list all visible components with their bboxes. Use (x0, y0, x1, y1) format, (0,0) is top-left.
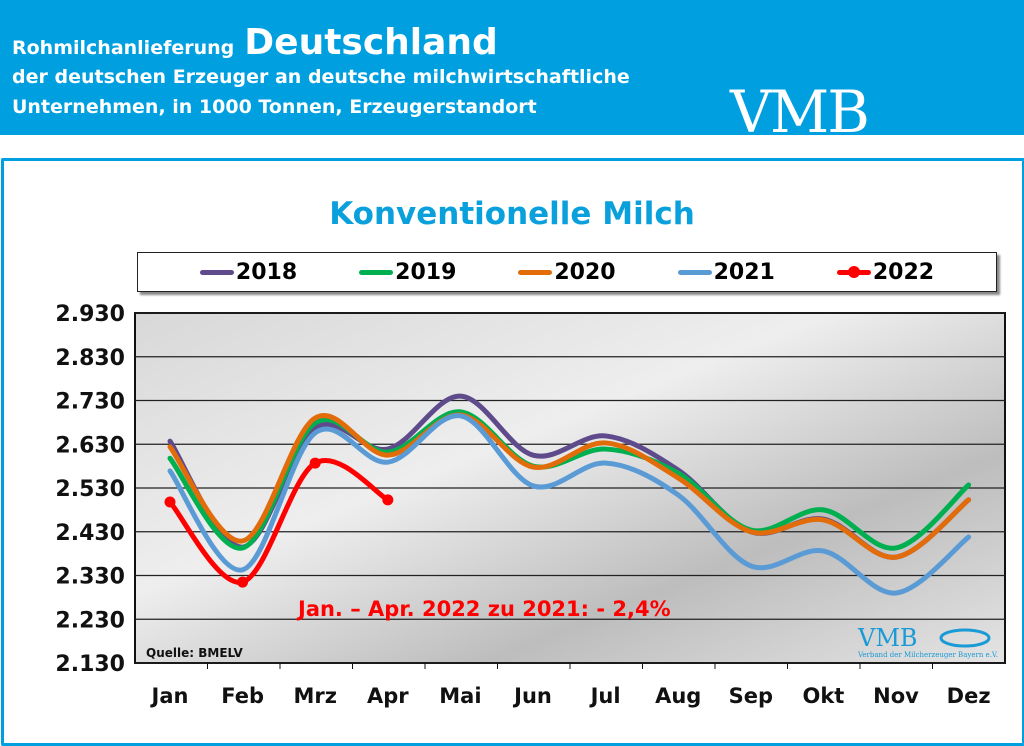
data-point-2022 (309, 457, 321, 469)
legend-swatch (359, 269, 394, 275)
legend-label: 2018 (235, 259, 298, 285)
header-line3: Unternehmen, in 1000 Tonnen, Erzeugersta… (12, 96, 537, 118)
legend: 2018 2019 2020 2021 2022 (137, 252, 997, 292)
legend-swatch (199, 269, 234, 275)
series-line-2020 (167, 412, 972, 560)
y-tick-label: 2.530 (55, 477, 125, 502)
legend-swatch (836, 265, 871, 278)
data-point-2022 (164, 496, 176, 508)
legend-label: 2021 (713, 259, 775, 285)
y-tick-label: 2.630 (55, 433, 125, 458)
legend-item-2018: 2018 (199, 259, 298, 285)
legend-swatch (518, 269, 553, 275)
legend-label: 2022 (872, 259, 935, 285)
x-tick-label: Mai (439, 684, 481, 708)
vmb-logo: VMB (730, 78, 870, 146)
y-tick-label: 2.930 (55, 302, 125, 327)
y-tick-label: 2.130 (55, 652, 125, 677)
watermark-subtitle: Verband der Milcherzeuger Bayern e.V. (857, 651, 998, 659)
legend-label: 2019 (395, 259, 457, 285)
y-tick-label: 2.730 (55, 390, 125, 415)
y-tick-label: 2.330 (55, 565, 125, 590)
x-tick-label: Okt (802, 684, 844, 708)
x-tick-label: Apr (367, 684, 409, 708)
x-tick-label: Jul (589, 684, 621, 708)
data-point-2022 (382, 494, 394, 506)
source-label: Quelle: BMELV (146, 646, 244, 660)
header-title: Rohmilchanlieferung Deutschland (12, 22, 498, 63)
legend-label: 2020 (554, 259, 616, 285)
x-tick-label: Jan (150, 684, 189, 708)
header-line1: Rohmilchanlieferung (12, 37, 235, 59)
x-tick-label: Aug (655, 684, 701, 708)
y-tick-label: 2.830 (55, 346, 125, 371)
watermark-logo-icon (939, 628, 991, 648)
series-line-2022 (167, 458, 391, 585)
data-point-2022 (237, 576, 249, 588)
legend-item-2019: 2019 (359, 260, 456, 285)
legend-item-2021: 2021 (677, 259, 775, 285)
x-tick-label: Dez (947, 684, 991, 708)
header-line2: der deutschen Erzeuger an deutsche milch… (12, 66, 630, 88)
legend-swatch (677, 269, 712, 275)
header-country: Deutschland (244, 22, 498, 63)
header-banner: Rohmilchanlieferung Deutschland der deuts… (0, 0, 1024, 146)
y-tick-label: 2.430 (55, 521, 125, 546)
legend-item-2022: 2022 (836, 259, 935, 285)
x-tick-label: Sep (729, 684, 773, 708)
x-tick-label: Mrz (293, 684, 336, 708)
series-line-2021 (167, 413, 972, 596)
x-tick-label: Nov (873, 684, 919, 708)
annotation: Jan. – Apr. 2022 zu 2021: - 2,4% (296, 597, 671, 621)
legend-item-2020: 2020 (518, 259, 616, 285)
x-tick-label: Feb (221, 684, 264, 708)
x-tick-label: Jun (512, 684, 552, 708)
watermark-logo: VMB (857, 624, 918, 652)
chart-title: Konventionelle Milch (329, 196, 695, 232)
y-tick-label: 2.230 (55, 608, 125, 633)
